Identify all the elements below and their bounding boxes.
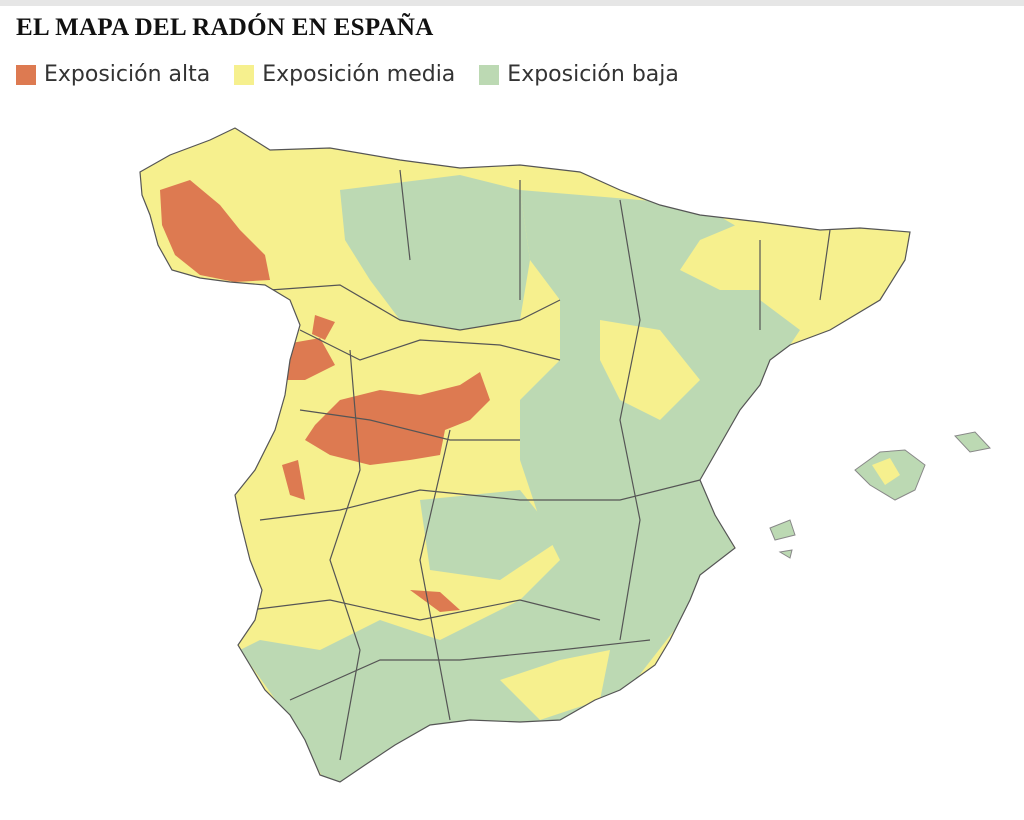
region-media — [680, 215, 900, 320]
legend: Exposición alta Exposición media Exposició… — [16, 62, 679, 87]
legend-swatch — [16, 64, 36, 85]
region-alta — [312, 315, 335, 340]
region-alta — [410, 590, 460, 612]
spain-outline — [139, 127, 911, 783]
legend-swatch — [234, 64, 255, 85]
legend-label: Exposición alta — [44, 62, 211, 87]
legend-swatch — [479, 64, 500, 85]
region-media — [500, 650, 610, 720]
top-bar — [0, 0, 1024, 6]
map-regions — [140, 128, 910, 782]
legend-label: Exposición baja — [507, 62, 679, 87]
legend-label: Exposición media — [262, 62, 456, 87]
legend-item: Exposición baja — [479, 62, 679, 87]
region-alta — [282, 460, 305, 500]
menorca — [954, 431, 991, 453]
region-alta — [160, 180, 270, 282]
legend-item: Exposición media — [234, 62, 455, 87]
ibiza — [769, 519, 796, 541]
region-media — [872, 458, 900, 485]
region-alta — [305, 372, 490, 465]
region-baja — [420, 490, 560, 580]
formentera — [778, 549, 793, 559]
map-title: EL MAPA DEL RADÓN EN ESPAÑA — [16, 14, 434, 41]
legend-item: Exposición alta — [16, 62, 210, 87]
region-baja — [340, 175, 530, 330]
